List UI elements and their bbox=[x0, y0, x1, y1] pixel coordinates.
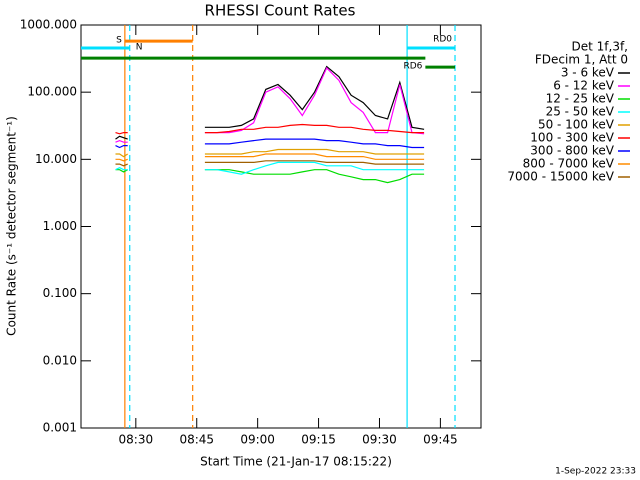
x-tick-label: 08:45 bbox=[179, 433, 214, 447]
legend-label: 6 - 12 keV bbox=[553, 79, 615, 93]
flag-label: S bbox=[116, 36, 122, 46]
flag-label: RD6 bbox=[403, 62, 422, 72]
x-tick-label: 09:15 bbox=[301, 433, 336, 447]
legend-label: 7000 - 15000 keV bbox=[507, 170, 614, 184]
x-tick-label: 08:30 bbox=[119, 433, 154, 447]
series-line bbox=[115, 66, 425, 143]
x-tick-label: 09:45 bbox=[423, 433, 458, 447]
y-axis-label: Count Rate (s⁻¹ detector segment⁻¹) bbox=[5, 116, 19, 336]
x-tick-label: 09:00 bbox=[240, 433, 275, 447]
legend-label: 50 - 100 keV bbox=[538, 118, 615, 132]
x-axis-label: Start Time (21-Jan-17 08:15:22) bbox=[200, 455, 392, 469]
series-line bbox=[115, 148, 425, 158]
series-line bbox=[115, 160, 425, 167]
y-tick-label: 0.010 bbox=[43, 353, 77, 367]
y-tick-label: 100.000 bbox=[27, 85, 77, 99]
series-line bbox=[115, 161, 425, 175]
legend-title: FDecim 1, Att 0 bbox=[535, 53, 628, 67]
y-tick-label: 0.001 bbox=[43, 421, 77, 435]
series-line bbox=[115, 153, 425, 162]
legend-title: Det 1f,3f, bbox=[572, 40, 629, 54]
x-tick-label: 09:30 bbox=[362, 433, 397, 447]
legend-label: 300 - 800 keV bbox=[530, 144, 614, 158]
series-line bbox=[115, 138, 425, 149]
legend-label: 800 - 7000 keV bbox=[523, 157, 615, 171]
series-line bbox=[115, 123, 425, 135]
chart-title: RHESSI Count Rates bbox=[205, 2, 356, 20]
legend-label: 12 - 25 keV bbox=[546, 92, 615, 106]
legend-label: 3 - 6 keV bbox=[561, 66, 615, 80]
footer: 1-Sep-2022 23:33 bbox=[555, 467, 636, 477]
y-tick-label: 10.000 bbox=[35, 152, 77, 166]
flag-label: N bbox=[136, 43, 143, 53]
series-line bbox=[115, 65, 425, 140]
y-tick-label: 1.000 bbox=[43, 219, 77, 233]
y-tick-label: 1000.000 bbox=[20, 18, 77, 32]
legend-label: 100 - 300 keV bbox=[530, 131, 614, 145]
flag-label: RD0 bbox=[433, 35, 452, 45]
legend-label: 25 - 50 keV bbox=[546, 105, 615, 119]
series-line bbox=[115, 169, 425, 184]
y-tick-label: 0.100 bbox=[43, 286, 77, 300]
